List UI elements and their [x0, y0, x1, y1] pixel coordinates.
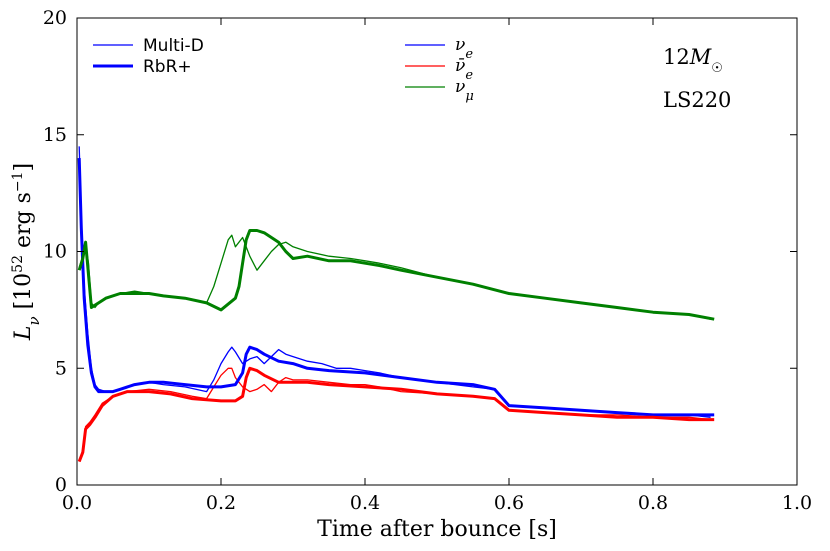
- x-tick-label: 0.4: [350, 492, 380, 514]
- series-line-rbr-numu: [77, 229, 715, 321]
- series-line-rbr-nuebar: [77, 366, 715, 463]
- x-tick-label: 0.8: [638, 492, 668, 514]
- annotation-eos: LS220: [663, 88, 731, 112]
- x-tick-label: 1.0: [782, 492, 812, 514]
- annotation-mass: 12M☉: [663, 45, 723, 76]
- x-axis-title: Time after bounce [s]: [317, 517, 557, 542]
- x-tick-label: 0.2: [206, 492, 236, 514]
- y-tick-label: 20: [43, 7, 67, 29]
- x-tick-label: 0.6: [494, 492, 524, 514]
- legend-label-thick: RbR+: [143, 57, 192, 77]
- y-axis-title: Lν [1052 erg s−1]: [10, 163, 43, 341]
- ticks-layer: 0.0 0.2 0.4 0.6 0.8 1.0 0 5 10 15 20: [43, 7, 812, 514]
- legend-label-numu: νμ: [455, 77, 474, 104]
- series-layer: [77, 146, 715, 463]
- legend-label-nuebar: ν̄e: [455, 56, 473, 83]
- legend-label-thin: Multi-D: [143, 36, 204, 56]
- series-line-rbr-nue: [77, 158, 715, 417]
- y-tick-label: 10: [43, 241, 67, 263]
- y-tick-label: 5: [55, 357, 67, 379]
- x-tick-label: 0.0: [62, 492, 92, 514]
- y-tick-label: 0: [55, 474, 67, 496]
- flavor-legend: νeν̄eνμ: [405, 35, 474, 104]
- y-tick-label: 15: [43, 124, 67, 146]
- legend-label-nue: νe: [455, 35, 473, 62]
